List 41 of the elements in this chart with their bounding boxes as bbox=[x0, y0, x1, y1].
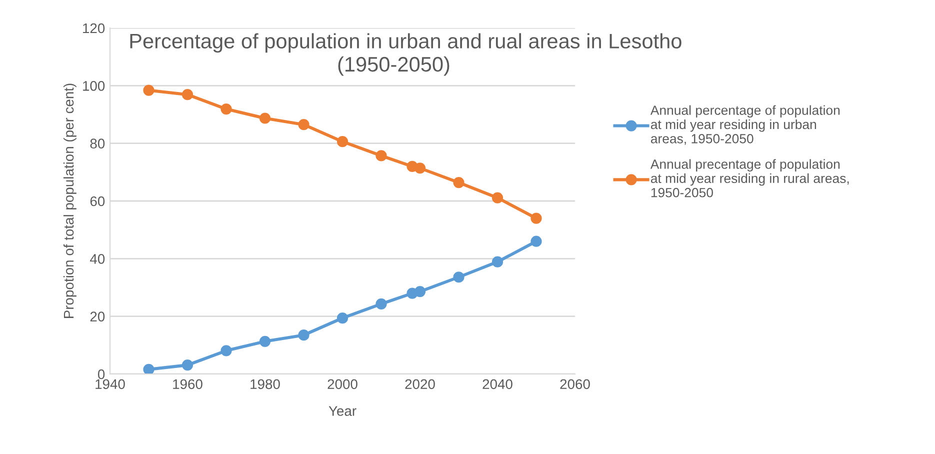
point bbox=[414, 162, 426, 174]
point bbox=[259, 112, 271, 124]
x-tick-label: 2060 bbox=[560, 379, 590, 390]
point bbox=[530, 212, 542, 224]
legend-label: Annual precentage of population at mid year residing in rural areas, 1950-2050 bbox=[650, 159, 849, 198]
point bbox=[182, 360, 194, 371]
x-tick-label: 2040 bbox=[482, 379, 512, 390]
point bbox=[492, 256, 504, 268]
y-tick-label: 100 bbox=[83, 81, 105, 91]
y-axis-title: Propotion of total population (per cent) bbox=[63, 84, 76, 318]
point bbox=[453, 176, 464, 188]
point bbox=[143, 84, 154, 96]
x-tick-label: 1960 bbox=[173, 379, 202, 390]
point bbox=[336, 312, 348, 324]
point bbox=[376, 150, 387, 162]
point bbox=[376, 298, 387, 310]
point bbox=[492, 192, 504, 204]
point bbox=[336, 136, 348, 148]
y-tick-label: 20 bbox=[90, 312, 105, 322]
x-tick-label: 1980 bbox=[250, 379, 280, 390]
y-tick-label: 40 bbox=[90, 254, 105, 264]
point bbox=[298, 119, 310, 130]
x-tick-label: 2020 bbox=[405, 379, 435, 390]
point bbox=[182, 89, 194, 100]
point bbox=[143, 364, 154, 374]
point bbox=[530, 236, 542, 247]
y-tick-label: 60 bbox=[90, 196, 105, 206]
x-axis-title: Year bbox=[328, 406, 356, 416]
y-tick-label: 80 bbox=[90, 138, 105, 149]
x-tick-label: 2000 bbox=[328, 379, 358, 390]
x-tick-label: 1940 bbox=[96, 379, 125, 390]
point bbox=[298, 330, 310, 341]
legend-label: Annual percentage of population at mid year residing in urban areas, 1950-2050 bbox=[650, 105, 840, 145]
y-tick-label: 0 bbox=[98, 369, 105, 380]
point bbox=[220, 345, 232, 356]
point bbox=[220, 103, 232, 115]
point bbox=[259, 336, 271, 347]
point bbox=[414, 286, 426, 298]
point bbox=[453, 272, 464, 283]
y-tick-label: 120 bbox=[83, 23, 105, 34]
text: Percentage of population in urban and rual areas in Lesotho (1950-2050) bbox=[130, 33, 682, 76]
